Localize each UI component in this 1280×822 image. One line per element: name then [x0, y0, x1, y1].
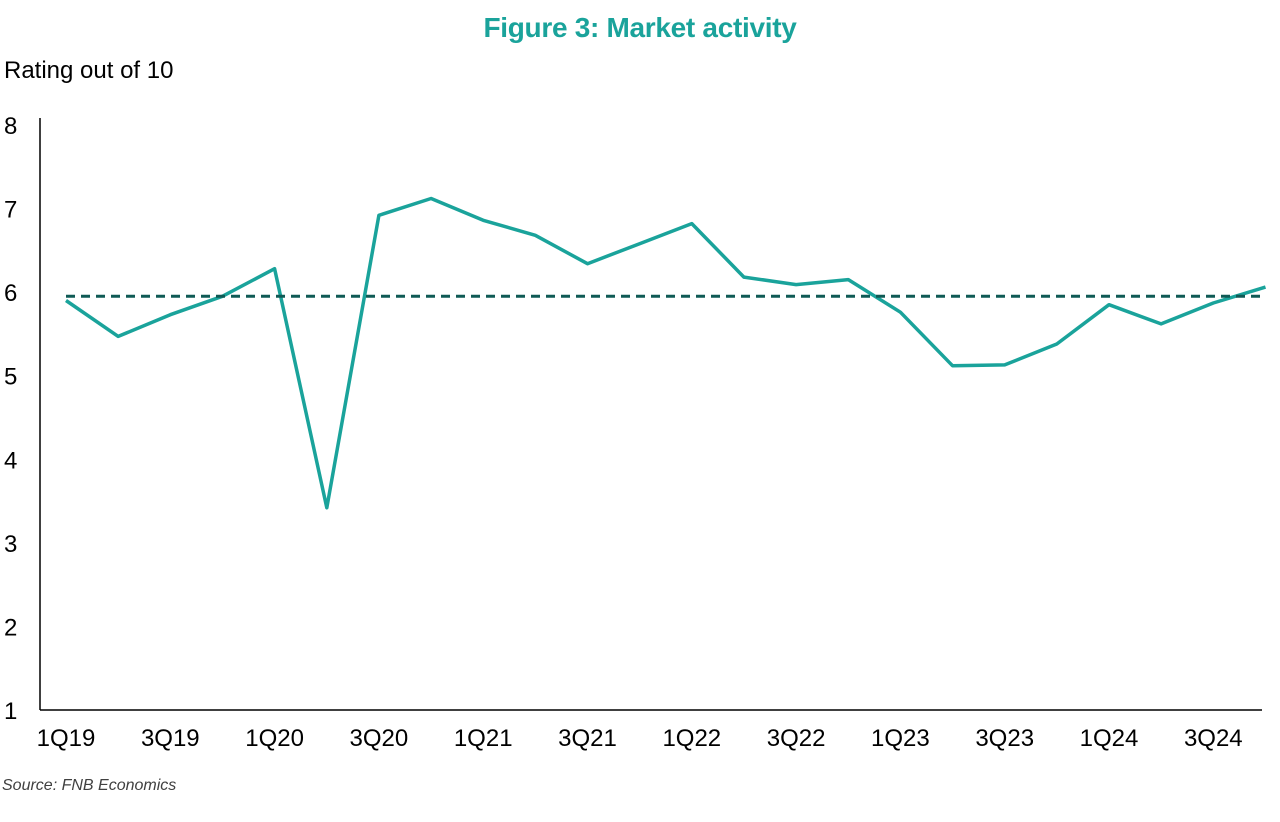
- y-tick-label: 8: [4, 113, 17, 140]
- x-tick-label: 3Q19: [141, 725, 200, 752]
- y-tick-label: 2: [4, 614, 17, 641]
- y-tick-label: 5: [4, 364, 17, 391]
- y-axis-label: Rating out of 10: [4, 57, 174, 84]
- x-tick-label: 3Q20: [350, 725, 409, 752]
- x-tick-label: 3Q24: [1184, 725, 1243, 752]
- x-tick-labels: 1Q19 3Q19 1Q20 3Q20 1Q21 3Q21 1Q22 3Q22 1Q23 3Q23…: [37, 725, 1243, 752]
- y-tick-label: 3: [4, 531, 17, 558]
- x-tick-label: 1Q22: [662, 725, 721, 752]
- chart-title: Figure 3: Market activity: [483, 12, 797, 43]
- x-tick-label: 1Q23: [871, 725, 930, 752]
- x-tick-label: 1Q19: [37, 725, 96, 752]
- x-tick-label: 3Q23: [975, 725, 1034, 752]
- y-tick-label: 7: [4, 197, 17, 224]
- y-tick-label: 4: [4, 447, 17, 474]
- x-tick-label: 3Q22: [767, 725, 826, 752]
- market-activity-line: [65, 196, 1267, 510]
- series-lines: [65, 196, 1267, 510]
- x-tick-label: 1Q21: [454, 725, 513, 752]
- x-tick-label: 3Q21: [558, 725, 617, 752]
- x-tick-label: 1Q24: [1080, 725, 1139, 752]
- source-note: Source: FNB Economics: [2, 777, 177, 794]
- y-tick-labels: 1 2 3 4 5 6 7 8: [4, 113, 17, 725]
- x-tick-label: 1Q20: [245, 725, 304, 752]
- y-tick-label: 6: [4, 280, 17, 307]
- y-tick-label: 1: [4, 698, 17, 725]
